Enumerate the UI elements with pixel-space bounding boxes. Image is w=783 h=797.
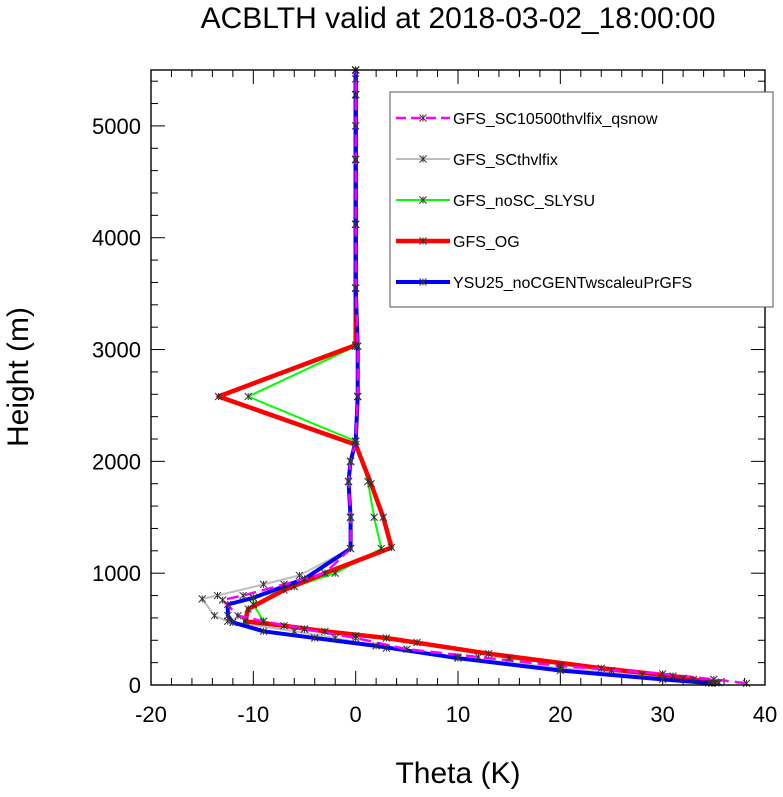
data-point	[290, 627, 299, 636]
legend-marker	[419, 278, 427, 286]
data-point	[310, 634, 319, 642]
data-point	[346, 513, 355, 522]
data-point	[382, 634, 391, 642]
plot-frame	[150, 69, 766, 686]
data-point	[669, 672, 677, 680]
data-point	[367, 479, 375, 488]
data-point	[346, 457, 355, 466]
data-point	[505, 654, 514, 663]
data-point	[370, 513, 378, 522]
x-axis-label: Theta (K)	[395, 757, 520, 790]
y-tick-labels: 0 1000 2000 3000 4000 5000	[92, 114, 141, 698]
legend: GFS_SC10500thvlfix_qsnow GFS_SCthvlfix GFS…	[389, 91, 774, 308]
series-line	[221, 70, 747, 685]
data-point	[353, 392, 362, 401]
data-point	[300, 574, 309, 583]
data-point	[259, 580, 268, 589]
series-layer	[198, 66, 751, 688]
data-point	[223, 611, 232, 620]
x-tick-label: 20	[548, 702, 572, 727]
data-point	[218, 596, 227, 604]
x-tick-labels: -20 -10 0 10 20 30 40	[135, 702, 777, 727]
data-point	[351, 90, 360, 99]
data-point	[474, 653, 483, 661]
x-tick-label: -20	[135, 702, 167, 727]
legend-marker	[419, 196, 427, 204]
y-axis-label: Height (m)	[2, 307, 35, 447]
data-point	[280, 580, 288, 589]
data-point	[214, 392, 223, 401]
data-point	[372, 642, 380, 650]
data-point	[351, 155, 360, 164]
legend-label: GFS_noSC_SLYSU	[453, 193, 595, 210]
legend-label: GFS_SCthvlfix	[453, 152, 558, 169]
legend-box	[389, 91, 774, 308]
data-point	[387, 543, 396, 552]
legend-marker	[419, 237, 427, 245]
y-tick-label: 0	[129, 673, 141, 698]
data-point	[638, 671, 647, 679]
data-point	[239, 591, 247, 600]
data-point	[229, 618, 237, 627]
data-point	[689, 675, 698, 684]
data-point	[198, 595, 207, 603]
data-point	[597, 664, 606, 673]
data-point	[210, 611, 219, 620]
data-point	[244, 392, 253, 401]
data-point	[234, 611, 242, 620]
data-point	[259, 617, 268, 626]
data-point	[377, 544, 386, 553]
data-point	[402, 645, 411, 654]
data-point	[346, 544, 355, 553]
y-tick-label: 4000	[92, 226, 141, 251]
y-tick-label: 5000	[92, 114, 141, 139]
data-point	[331, 634, 340, 642]
data-point	[290, 582, 299, 591]
data-point	[249, 593, 258, 602]
legend-label: GFS_OG	[453, 234, 520, 251]
data-point	[454, 654, 462, 663]
data-point	[295, 571, 304, 580]
data-point	[382, 644, 391, 652]
chart-title: ACBLTH valid at 2018-03-02_18:00:00	[201, 2, 716, 35]
data-point	[679, 674, 687, 683]
y-tick-label: 2000	[92, 449, 141, 474]
data-point	[259, 627, 268, 636]
data-point	[244, 605, 253, 613]
data-point	[353, 342, 362, 351]
data-point	[300, 625, 309, 633]
data-point	[556, 662, 565, 670]
data-point	[351, 220, 360, 229]
data-point	[658, 669, 667, 678]
data-point	[351, 437, 360, 446]
data-point	[379, 513, 388, 522]
data-point	[413, 638, 421, 647]
data-point	[351, 122, 360, 130]
x-tick-label: 40	[753, 702, 777, 727]
legend-label: GFS_SC10500thvlfix_qsnow	[453, 111, 658, 128]
data-point	[484, 649, 493, 658]
data-point	[351, 634, 360, 642]
data-point	[331, 569, 340, 578]
legend-label: YSU25_noCGENTwscaleuPrGFS	[453, 275, 692, 292]
x-tick-label: 0	[350, 702, 362, 727]
x-tick-label: 10	[446, 702, 470, 727]
data-point	[709, 675, 718, 684]
legend-marker	[419, 114, 427, 122]
data-point	[321, 627, 329, 636]
data-point	[351, 75, 360, 83]
data-point	[321, 569, 329, 578]
data-point	[241, 617, 250, 626]
x-tick-label: 30	[650, 702, 674, 727]
data-point	[280, 621, 288, 630]
x-tick-label: -10	[237, 702, 269, 727]
data-point	[607, 666, 616, 675]
data-point	[351, 284, 360, 292]
data-point	[344, 477, 353, 486]
y-tick-label: 3000	[92, 338, 141, 363]
legend-marker	[419, 155, 427, 163]
y-tick-label: 1000	[92, 561, 141, 586]
